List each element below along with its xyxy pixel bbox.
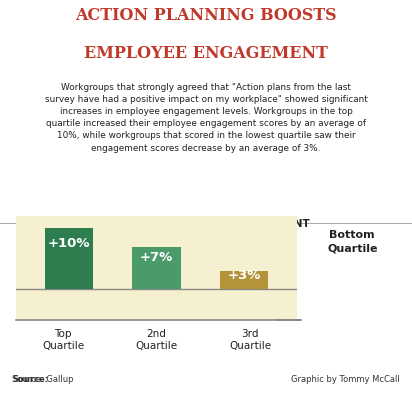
Text: +10%: +10% [48,237,90,250]
Text: Workgroups that strongly agreed that "Action plans from the last
survey have had: Workgroups that strongly agreed that "Ac… [44,83,368,153]
Text: Source:: Source: [12,376,48,384]
Text: Top
Quartile: Top Quartile [42,329,84,351]
Text: Bottom
Quartile: Bottom Quartile [327,230,377,254]
Text: EMPLOYEE ENGAGEMENT: EMPLOYEE ENGAGEMENT [84,45,328,62]
Text: AVERAGE CHANGE IN ENGAGEMENT: AVERAGE CHANGE IN ENGAGEMENT [102,219,310,229]
Bar [220,271,268,290]
Text: +3%: +3% [227,269,261,282]
Text: Source: Gallup: Source: Gallup [12,376,74,384]
Text: 2nd
Quartile: 2nd Quartile [136,329,178,351]
Text: ACTION PLANNING BOOSTS: ACTION PLANNING BOOSTS [75,7,337,24]
Text: +7%: +7% [140,251,173,264]
Text: Graphic by Tommy McCall: Graphic by Tommy McCall [291,376,400,384]
Bar [45,228,93,290]
Bar [133,246,180,290]
Text: 3rd
Quartile: 3rd Quartile [229,329,271,351]
Text: Workgroups sorted into quartiles based on
replies to the action-planning item: Workgroups sorted into quartiles based o… [114,236,298,257]
Text: -3%: -3% [336,332,368,348]
